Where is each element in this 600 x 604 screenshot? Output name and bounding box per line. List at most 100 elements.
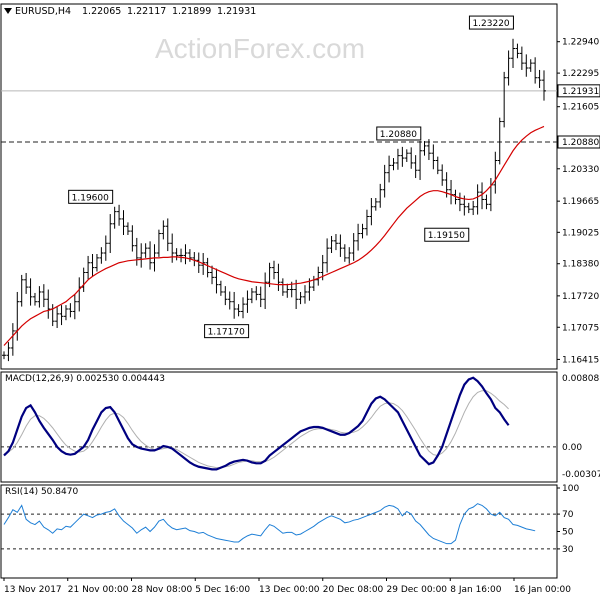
- annotations: 1.23220 1.20880 1.19600 1.19150 1.17170: [68, 15, 514, 339]
- panel-frames: [0, 3, 558, 579]
- price-bar: [59, 305, 64, 326]
- price-bar: [210, 265, 215, 285]
- price-bar: [537, 69, 542, 88]
- price-bar: [50, 304, 55, 327]
- price-bar: [108, 214, 113, 254]
- price-bar: [364, 209, 369, 236]
- price-bar: [307, 278, 312, 301]
- price-bar: [435, 156, 440, 175]
- price-bar: [170, 233, 175, 263]
- price-bar: [351, 233, 356, 261]
- macd-signal-line: [3, 390, 509, 469]
- price-bar: [325, 238, 330, 273]
- price-bar: [32, 292, 37, 306]
- price-y-tick-label: 1.22940: [562, 38, 599, 48]
- price-bar: [41, 284, 46, 308]
- price-bar: [28, 278, 33, 306]
- price-bar: [218, 280, 223, 296]
- symbol-label: EURUSD,H4: [15, 6, 71, 17]
- price-bar: [249, 288, 254, 304]
- price-annotation: 1.23220: [468, 15, 514, 30]
- price-bar: [179, 248, 184, 263]
- current-price-label: 1.21931: [562, 87, 599, 97]
- price-bar: [387, 155, 392, 183]
- rsi-title: RSI(14) 50.8470: [5, 487, 78, 497]
- price-bar: [338, 234, 343, 257]
- price-bar: [55, 307, 60, 328]
- price-bar: [148, 241, 153, 270]
- price-bar: [236, 304, 241, 317]
- price-bar: [192, 252, 197, 267]
- x-axis: 13 Nov 2017 21 Nov 00:00 28 Nov 08:00 5 Dec…: [3, 578, 571, 595]
- price-bar: [519, 46, 524, 70]
- price-bar: [90, 253, 95, 277]
- x-tick-label: 5 Dec 16:00: [195, 585, 250, 595]
- annotation-box: [204, 324, 250, 339]
- price-bar: [37, 286, 42, 308]
- price-bar: [493, 151, 498, 194]
- price-bar: [329, 235, 334, 254]
- price-bar: [506, 50, 511, 86]
- y-axes: 1.22940 1.22295 1.21605 1.20330 1.19665 1.190…: [557, 38, 600, 555]
- price-bar: [99, 247, 104, 264]
- price-y-tick-label: 1.17075: [562, 323, 599, 333]
- rsi-line: [3, 503, 536, 545]
- price-bar: [294, 279, 299, 310]
- price-bar: [174, 248, 179, 261]
- price-annotation: 1.19600: [68, 189, 114, 204]
- price-header: EURUSD,H4 1.22065 1.22117 1.21899 1.2193…: [4, 6, 256, 17]
- price-bar: [480, 182, 485, 210]
- price-y-tick-label: 1.19665: [562, 197, 599, 207]
- price-bar: [418, 141, 423, 180]
- price-bar: [391, 158, 396, 171]
- price-y-tick-label: 1.20330: [562, 165, 599, 175]
- rsi-panel: [1, 503, 557, 550]
- price-annotation: 1.19150: [424, 227, 470, 242]
- price-bar: [24, 272, 29, 294]
- price-bar: [10, 323, 15, 356]
- price-bar: [223, 286, 228, 306]
- price-bar: [258, 286, 263, 308]
- price-bar: [298, 291, 303, 305]
- price-bar: [263, 272, 268, 310]
- price-bar: [272, 260, 276, 280]
- price-bar: [165, 218, 170, 252]
- price-frame: [0, 3, 558, 370]
- price-y-tick-label: 1.16415: [562, 355, 599, 365]
- price-bar: [497, 117, 502, 165]
- price-y-tick-label: 1.18380: [562, 260, 599, 270]
- price-bar: [511, 38, 516, 68]
- price-bar: [161, 220, 166, 240]
- macd-y-tick-label: -0.003078: [562, 470, 600, 480]
- triangle-down-icon: [4, 8, 12, 14]
- rsi-y-tick-label: 50: [562, 528, 574, 538]
- price-bar: [112, 206, 117, 229]
- price-bar: [68, 303, 73, 318]
- ohlc-high: 1.22117: [127, 6, 166, 17]
- price-y-tick-label: 1.21605: [562, 103, 599, 113]
- price-annotation: 1.17170: [204, 324, 250, 339]
- price-bar: [316, 266, 321, 286]
- price-bar: [81, 267, 86, 292]
- annotation-label: 1.19150: [428, 231, 465, 241]
- annotation-label: 1.23220: [472, 19, 509, 29]
- price-bar: [404, 149, 409, 162]
- price-y-tick-label: 1.19025: [562, 228, 599, 238]
- price-bar: [502, 71, 507, 128]
- macd-panel: [1, 376, 557, 471]
- price-bar: [431, 144, 436, 170]
- price-bar: [378, 183, 383, 208]
- price-bar: [241, 297, 246, 319]
- annotation-box: [468, 15, 514, 30]
- price-bar: [533, 57, 538, 84]
- x-tick-label: 21 Nov 00:00: [68, 585, 129, 595]
- level-price-label: 1.20880: [562, 138, 599, 148]
- macd-line: [3, 376, 510, 471]
- ohlc-open: 1.22065: [82, 6, 121, 17]
- price-bar: [6, 342, 11, 362]
- price-bar: [360, 223, 365, 239]
- x-tick-label: 13 Dec 00:00: [259, 585, 320, 595]
- x-tick-label: 8 Jan 16:00: [450, 585, 502, 595]
- price-annotation: 1.20880: [376, 126, 422, 141]
